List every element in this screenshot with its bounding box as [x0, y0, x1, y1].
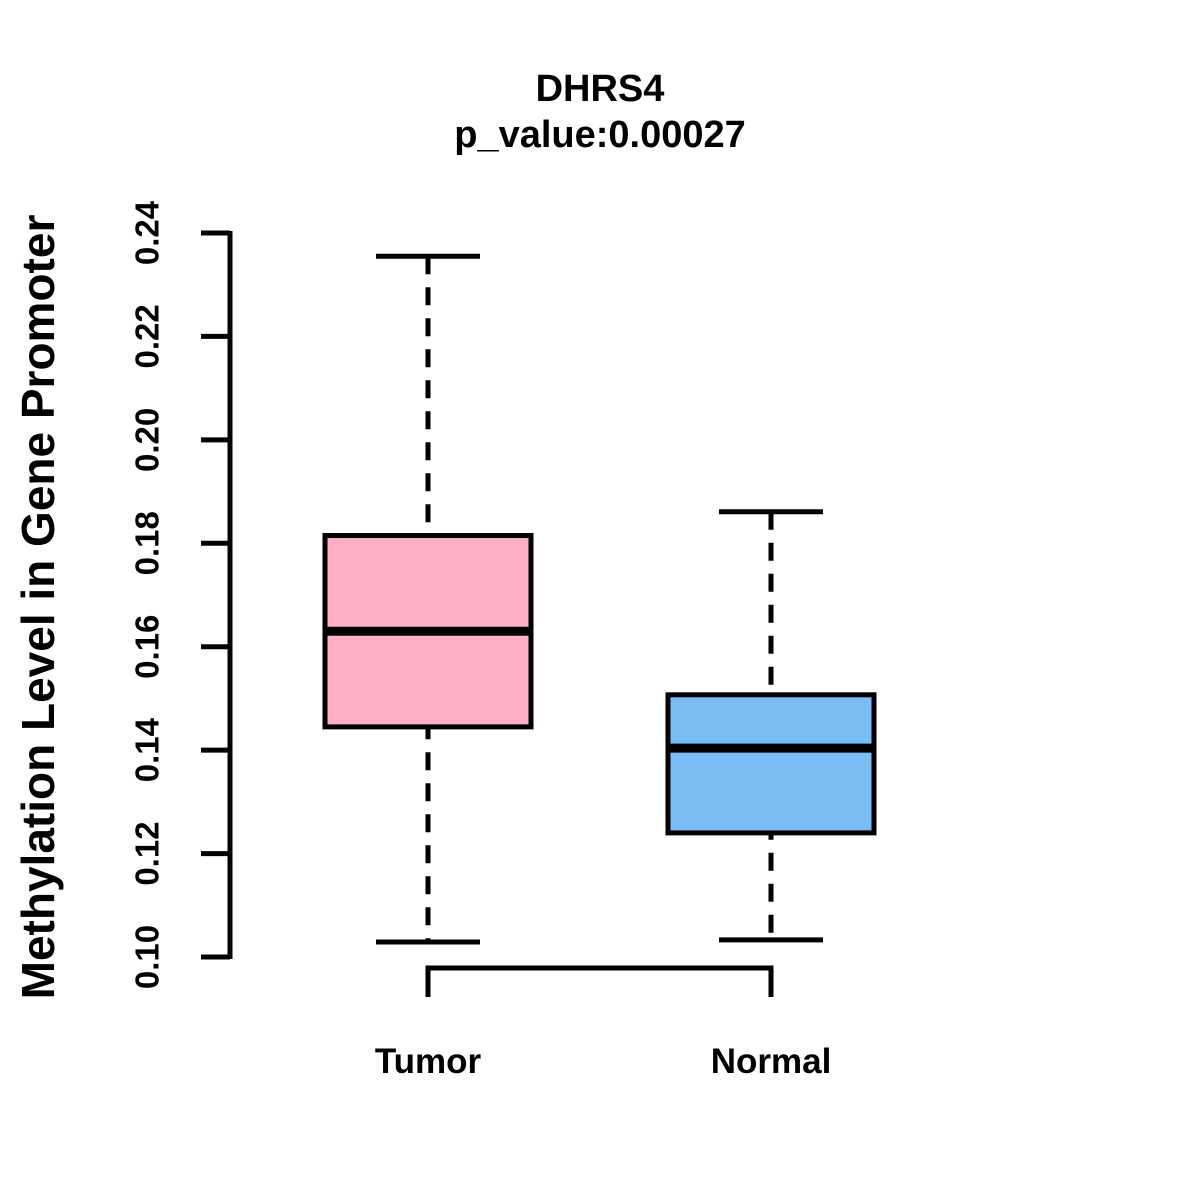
y-tick-label: 0.10	[129, 925, 166, 989]
y-tick-label: 0.14	[129, 717, 166, 782]
y-tick-label: 0.24	[129, 200, 166, 265]
chart-title: DHRS4	[535, 68, 665, 110]
y-tick-label: 0.12	[129, 821, 166, 885]
y-tick-label: 0.16	[129, 615, 166, 679]
y-tick-label: 0.22	[129, 304, 166, 368]
box-normal	[665, 692, 877, 836]
chart-subtitle: p_value:0.00027	[454, 114, 746, 156]
y-tick-label: 0.20	[129, 408, 166, 472]
x-category-label-tumor: Tumor	[375, 1042, 482, 1081]
x-category-label-normal: Normal	[711, 1042, 832, 1081]
x-axis-bracket	[425, 965, 774, 997]
y-tick-label: 0.18	[129, 511, 166, 575]
